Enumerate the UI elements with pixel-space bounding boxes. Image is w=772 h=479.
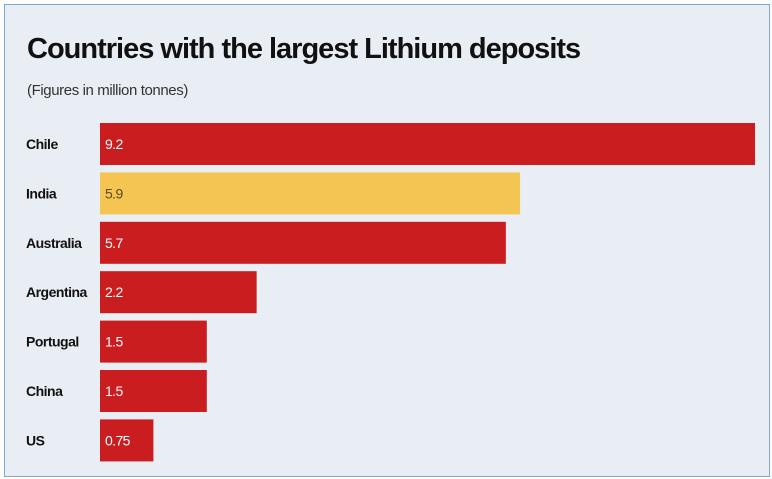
category-label: Portugal <box>26 334 79 350</box>
bar-group-india: India 5.9 <box>26 172 520 214</box>
category-label: Argentina <box>26 284 88 300</box>
bar-group-portugal: Portugal 1.5 <box>26 321 207 363</box>
bar-india <box>100 172 520 214</box>
bar-group-us: US 0.75 <box>26 419 153 461</box>
category-label: US <box>26 432 45 448</box>
value-label: 9.2 <box>105 136 123 152</box>
category-label: China <box>26 383 63 399</box>
bar-group-australia: Australia 5.7 <box>26 222 506 264</box>
bar-chile <box>100 123 755 165</box>
bar-group-chile: Chile 9.2 <box>26 123 755 165</box>
bar-australia <box>100 222 506 264</box>
value-label: 1.5 <box>105 383 123 399</box>
bar-group-china: China 1.5 <box>26 370 207 412</box>
category-label: India <box>26 185 57 201</box>
value-label: 5.9 <box>105 185 123 201</box>
value-label: 1.5 <box>105 334 123 350</box>
category-label: Australia <box>26 235 82 251</box>
value-label: 5.7 <box>105 235 123 251</box>
category-label: Chile <box>26 136 58 152</box>
value-label: 0.75 <box>105 432 131 448</box>
value-label: 2.2 <box>105 284 123 300</box>
bar-group-argentina: Argentina 2.2 <box>26 271 257 313</box>
bar-argentina <box>100 271 257 313</box>
